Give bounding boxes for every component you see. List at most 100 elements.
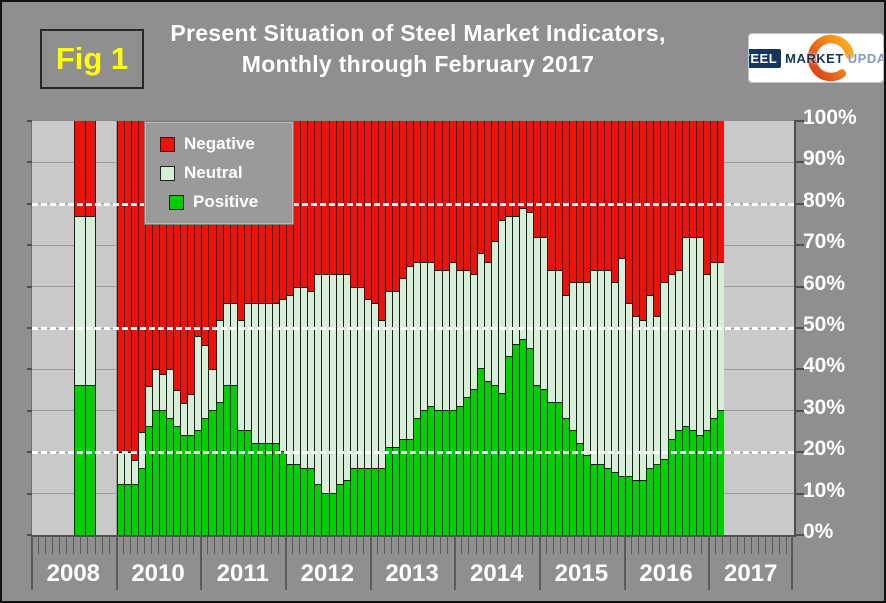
neutral-segment [442,270,449,411]
x-axis-minor-tick [341,535,343,554]
neutral-segment [393,290,400,449]
positive-segment [174,427,181,535]
y-axis-tick [27,120,32,122]
neutral-segment [322,274,329,494]
positive-segment [230,385,237,535]
x-axis-year-separator [369,535,372,590]
x-axis-minor-tick [468,535,470,554]
positive-segment [576,443,583,535]
negative-segment [717,121,725,262]
positive-segment [463,398,470,535]
positive-segment [484,381,491,535]
x-axis-year-label: 2013 [385,560,439,587]
negative-segment [308,121,315,291]
negative-segment [421,121,428,262]
negative-segment [456,121,463,271]
neutral-segment [470,274,477,391]
positive-segment [442,410,449,535]
negative-segment [506,121,513,217]
logo-text: STEEL MARKET UPDATE [749,34,883,82]
neutral-segment [668,274,675,440]
y-axis-label: 10% [803,478,846,502]
negative-segment [569,121,576,283]
x-axis-minor-tick [757,535,759,554]
y-axis-label: 20% [803,437,846,461]
x-axis-minor-tick [256,535,258,554]
x-axis-minor-tick [440,535,442,554]
neutral-segment [195,336,202,432]
x-axis-minor-tick [214,535,216,554]
x-axis-minor-tick [143,535,145,554]
positive-segment [265,443,273,535]
x-axis-minor-tick [270,535,272,554]
negative-segment [647,121,654,295]
x-axis-minor-tick [263,535,265,554]
neutral-segment [499,220,506,395]
positive-segment [414,419,421,535]
neutral-segment [513,216,520,345]
neutral-segment [435,270,442,411]
neutral-segment [152,369,160,411]
legend-label-positive: Positive [193,192,259,211]
positive-segment [145,427,152,535]
neutral-segment [583,282,590,457]
neutral-segment [604,270,612,469]
negative-segment [604,121,612,271]
neutral-segment [555,270,562,403]
positive-segment [597,464,604,535]
plot-area [27,120,804,537]
y-axis-tick [27,285,32,288]
x-axis-minor-tick [87,535,89,554]
neutral-segment [661,282,668,461]
x-axis-minor-tick [447,535,449,554]
x-axis-year-separator [708,535,711,590]
positive-segment [435,410,442,535]
negative-segment [442,121,449,271]
logo-word-market: MARKET [785,50,844,66]
neutral-segment [477,253,484,370]
x-axis-minor-tick [299,535,301,554]
negative-segment [703,121,710,275]
x-axis-minor-tick [320,535,322,554]
negative-segment [562,121,569,295]
x-axis-minor-tick [45,535,47,554]
x-axis-minor-tick [306,535,308,554]
negative-segment [689,121,696,237]
x-axis-year-separator [791,535,793,590]
x-axis-minor-tick [567,535,569,554]
positive-segment [491,385,499,535]
neutral-segment [449,261,456,411]
legend-item-negative: Negative [160,134,292,154]
positive-segment [188,435,195,535]
neutral-segment [612,282,619,473]
neutral-segment [703,274,710,432]
dashed-reference-line-50 [32,327,794,330]
positive-segment [202,419,209,535]
x-axis-minor-tick [277,535,279,554]
x-axis-minor-tick [764,535,766,554]
negative-segment [590,121,597,271]
logo-swoosh-icon [807,34,855,82]
neutral-segment [633,315,640,482]
x-axis-minor-tick [722,535,724,554]
y-axis-tick [27,451,32,454]
positive-segment [75,385,85,535]
positive-segment [541,390,548,535]
y-axis-label: 80% [803,188,846,212]
x-axis-minor-tick [193,535,195,554]
neutral-segment [237,319,244,432]
x-axis-minor-tick [419,535,421,554]
negative-segment [428,121,435,262]
neutral-color-swatch [160,165,175,181]
positive-segment [167,419,174,535]
x-axis-minor-tick [129,535,131,554]
positive-segment [216,402,223,535]
neutral-segment [456,270,463,407]
neutral-segment [378,319,386,469]
y-axis-tick [27,202,32,205]
neutral-segment [626,303,633,478]
x-axis-year-separator [115,535,118,590]
negative-segment [597,121,604,271]
negative-segment [449,121,456,262]
x-axis-minor-tick [510,535,512,554]
